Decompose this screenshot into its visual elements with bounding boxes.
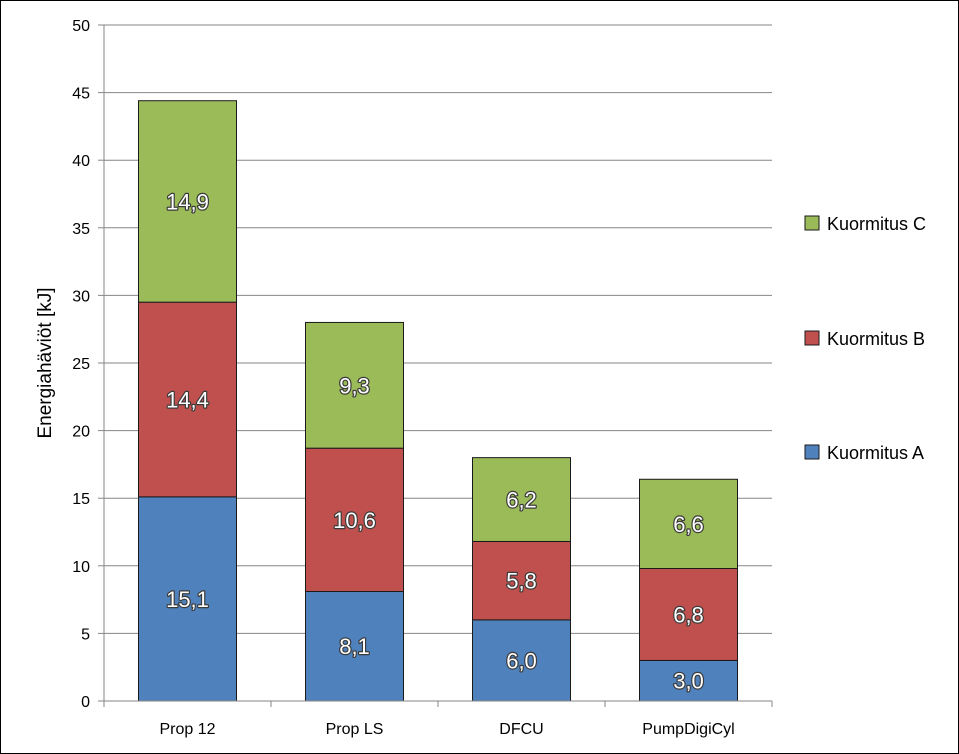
bar-segment	[639, 478, 738, 570]
y-axis-title: Energiahäviöt [kJ]	[35, 287, 56, 438]
x-tick-label: Prop LS	[326, 721, 384, 738]
y-tick-label: 5	[81, 626, 90, 643]
y-tick-label: 45	[72, 86, 90, 103]
y-tick-label: 35	[72, 221, 90, 238]
legend-swatch	[804, 215, 820, 231]
data-label: 9,3	[339, 373, 370, 398]
legend-label: Kuormitus A	[827, 443, 924, 463]
y-tick-label: 50	[72, 18, 90, 35]
legend-label: Kuormitus B	[827, 329, 925, 349]
y-tick-label: 30	[72, 288, 90, 305]
x-tick-label: DFCU	[499, 721, 543, 738]
legend-swatch	[804, 330, 820, 346]
data-label: 6,6	[673, 512, 704, 537]
y-tick-label: 40	[72, 153, 90, 170]
x-tick-label: PumpDigiCyl	[642, 721, 734, 738]
data-label: 6,8	[673, 602, 704, 627]
legend-swatch	[804, 444, 820, 460]
bar-segment	[305, 447, 404, 592]
data-label: 6,0	[506, 648, 537, 673]
y-tick-label: 25	[72, 356, 90, 373]
data-label: 3,0	[673, 669, 704, 694]
data-label: 15,1	[166, 587, 209, 612]
data-label: 10,6	[333, 508, 376, 533]
data-label: 6,2	[506, 488, 537, 513]
legend: Kuormitus C Kuormitus B Kuormitus A	[804, 214, 926, 463]
x-tick-label: Prop 12	[159, 721, 215, 738]
bar-segment	[138, 301, 237, 498]
bar-segment	[639, 568, 738, 661]
data-label: 14,9	[166, 189, 209, 214]
bar-segment	[305, 321, 404, 449]
bars	[138, 100, 738, 702]
legend-label: Kuormitus C	[827, 214, 926, 234]
y-tick-label: 20	[72, 424, 90, 441]
bar-segment	[138, 100, 237, 303]
data-labels: 15,1 14,4 14,9 8,1 10,6 9,3 6,0 5,8 6,2 3,0 6,8 6,6	[165, 188, 705, 695]
bar-segment	[305, 590, 404, 702]
data-label: 14,4	[166, 388, 209, 413]
bar-segment	[639, 659, 738, 702]
axes: 0 5 10 15 20 25 30 35 40 45 50 Prop 12 Prop LS DFCU Pu…	[72, 18, 773, 738]
data-label: 5,8	[506, 569, 537, 594]
y-tick-label: 10	[72, 559, 90, 576]
y-tick-label: 15	[72, 491, 90, 508]
bar-segment	[472, 540, 571, 621]
bar-segment	[472, 457, 571, 542]
bar-segment	[472, 619, 571, 702]
data-label: 8,1	[339, 634, 370, 659]
y-tick-label: 0	[81, 694, 90, 711]
